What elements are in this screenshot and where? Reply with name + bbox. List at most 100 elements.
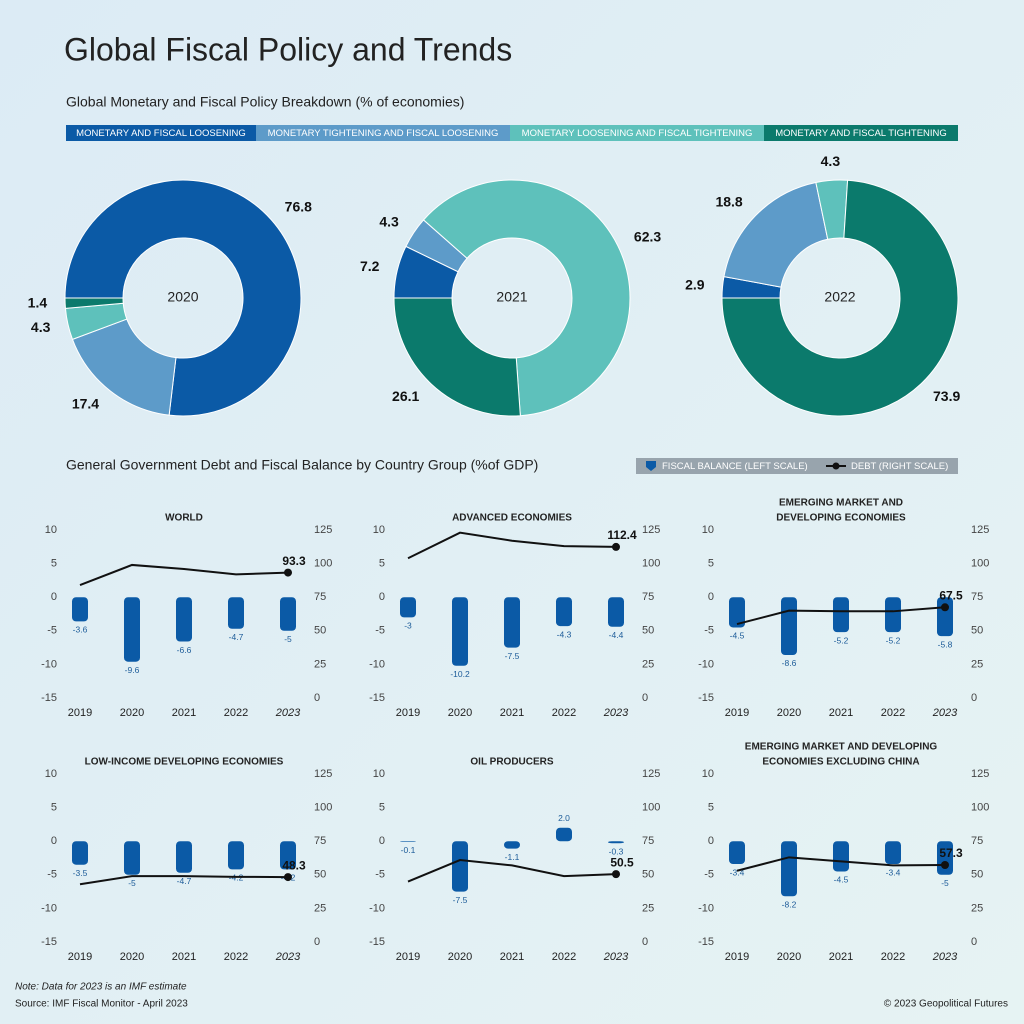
- donut-slice: [64, 297, 124, 309]
- bar: [504, 597, 520, 648]
- bar-value-label: -8.2: [782, 900, 797, 910]
- bar-value-label: -8.6: [782, 658, 797, 668]
- x-tick-label: 2022: [881, 707, 905, 719]
- legend-swatch: [256, 125, 510, 141]
- bar: [781, 841, 797, 897]
- legend-bar-icon: [646, 461, 656, 471]
- y2-tick-label: 25: [314, 658, 326, 670]
- donut-slice: [723, 181, 829, 288]
- debt-marker: [941, 603, 949, 612]
- y2-tick-label: 125: [314, 768, 332, 780]
- x-tick-label: 2023: [275, 951, 301, 963]
- y2-tick-label: 100: [971, 558, 989, 570]
- y-tick-label: -10: [41, 902, 57, 914]
- y-tick-label: 0: [379, 835, 385, 847]
- donut-slice: [393, 297, 521, 417]
- x-tick-label: 2019: [68, 951, 92, 963]
- debt-line: [407, 858, 617, 883]
- y2-tick-label: 25: [971, 658, 983, 670]
- x-tick-label: 2022: [552, 707, 576, 719]
- legend-label: MONETARY AND FISCAL LOOSENING: [76, 128, 246, 139]
- chart-title: DEVELOPING ECONOMIES: [776, 513, 906, 524]
- y-tick-label: -5: [704, 625, 714, 637]
- y2-tick-label: 50: [314, 625, 326, 637]
- x-tick-label: 2020: [777, 951, 801, 963]
- y2-tick-label: 75: [642, 835, 654, 847]
- debt-value-label: 93.3: [282, 554, 306, 568]
- y2-tick-label: 25: [642, 658, 654, 670]
- bar: [124, 597, 140, 662]
- y2-tick-label: 50: [642, 625, 654, 637]
- bar: [833, 597, 849, 633]
- bar-value-label: -3.4: [730, 867, 745, 877]
- y-tick-label: -10: [369, 658, 385, 670]
- y2-tick-label: 50: [642, 869, 654, 881]
- bar-value-label: -10.2: [450, 669, 470, 679]
- debt-value-label: 57.3: [939, 846, 963, 860]
- legend-swatch: [66, 125, 256, 141]
- bar: [176, 597, 192, 642]
- y2-tick-label: 100: [314, 802, 332, 814]
- bar-value-label: -4.7: [229, 632, 244, 642]
- x-tick-label: 2020: [120, 951, 144, 963]
- bar: [729, 597, 745, 628]
- y-tick-label: -5: [375, 869, 385, 881]
- y-tick-label: 10: [702, 524, 714, 536]
- y-tick-label: -15: [369, 692, 385, 704]
- debt-marker: [284, 873, 292, 882]
- bar: [400, 841, 416, 842]
- y2-tick-label: 75: [314, 835, 326, 847]
- y-tick-label: 5: [708, 802, 714, 814]
- chart-title: ADVANCED ECONOMIES: [452, 513, 572, 524]
- bar: [937, 841, 953, 875]
- bar: [280, 597, 296, 631]
- bar: [556, 827, 572, 842]
- source: Source: IMF Fiscal Monitor - April 2023: [15, 999, 188, 1010]
- chart-title: OIL PRODUCERS: [470, 757, 553, 768]
- x-tick-label: 2020: [448, 951, 472, 963]
- y2-tick-label: 0: [642, 936, 648, 948]
- slice-label: 4.3: [821, 153, 841, 169]
- y2-tick-label: 25: [642, 902, 654, 914]
- y2-tick-label: 0: [314, 692, 320, 704]
- bar: [608, 597, 624, 627]
- x-tick-label: 2022: [881, 951, 905, 963]
- debt-line: [79, 875, 289, 886]
- legend-label: MONETARY AND FISCAL TIGHTENING: [775, 128, 947, 139]
- legend-label: MONETARY LOOSENING AND FISCAL TIGHTENING: [522, 128, 753, 139]
- y-tick-label: -10: [41, 658, 57, 670]
- donut-slice: [64, 179, 302, 417]
- y2-tick-label: 75: [971, 835, 983, 847]
- y2-tick-label: 0: [314, 936, 320, 948]
- bar: [72, 597, 88, 622]
- bar-value-label: -0.3: [609, 846, 624, 856]
- chart-title: ECONOMIES EXCLUDING CHINA: [762, 757, 919, 768]
- bar: [400, 597, 416, 618]
- debt-marker: [612, 542, 620, 551]
- slice-label: 2.9: [685, 276, 705, 292]
- bar: [608, 841, 624, 844]
- x-tick-label: 2023: [275, 707, 301, 719]
- bar: [937, 597, 953, 637]
- bar-value-label: -3.4: [886, 867, 901, 877]
- x-tick-label: 2022: [224, 951, 248, 963]
- bar: [729, 841, 745, 865]
- y-tick-label: -15: [41, 936, 57, 948]
- x-tick-label: 2023: [932, 951, 958, 963]
- x-tick-label: 2020: [777, 707, 801, 719]
- slice-label: 1.4: [28, 295, 48, 311]
- slice-label: 26.1: [392, 388, 419, 404]
- bar: [885, 597, 901, 633]
- bar: [280, 841, 296, 870]
- bar-value-label: -4.4: [609, 630, 624, 640]
- y-tick-label: 10: [373, 524, 385, 536]
- bar-value-label: -0.1: [401, 845, 416, 855]
- donut-center-label: 2021: [496, 289, 527, 305]
- y-tick-label: 10: [45, 768, 57, 780]
- y-tick-label: 10: [45, 524, 57, 536]
- y2-tick-label: 100: [642, 802, 660, 814]
- donut-slice: [422, 179, 631, 417]
- y2-tick-label: 100: [314, 558, 332, 570]
- bar-value-label: -5.8: [938, 639, 953, 649]
